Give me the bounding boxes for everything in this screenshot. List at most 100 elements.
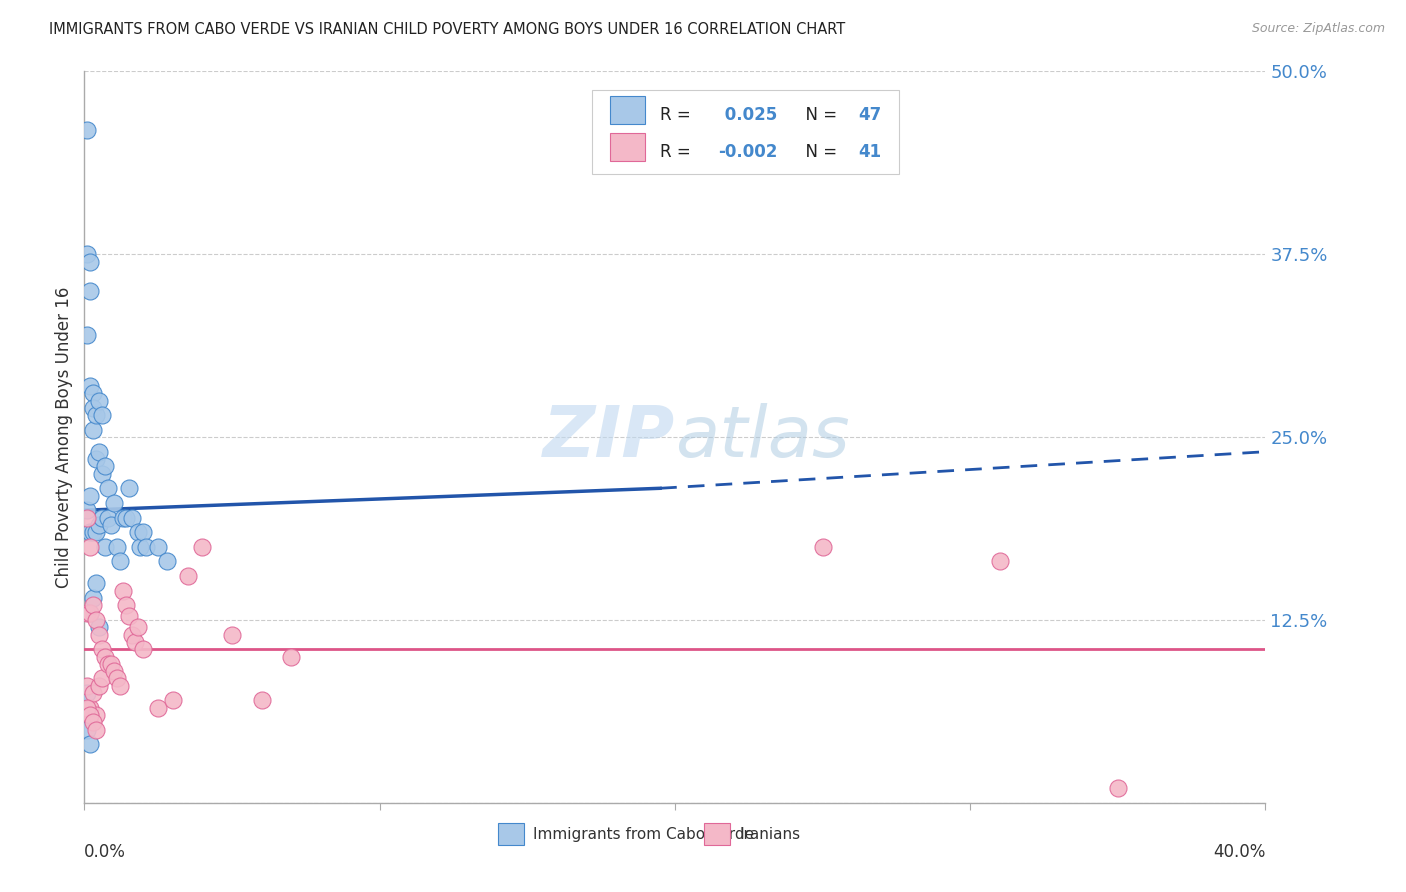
Point	[118, 608, 141, 623]
Point	[82, 386, 104, 401]
Point	[191, 540, 214, 554]
Point	[84, 723, 107, 737]
Text: N =: N =	[796, 106, 842, 124]
Point	[121, 510, 143, 524]
Point	[100, 517, 122, 532]
Point	[76, 723, 98, 737]
Point	[127, 525, 149, 540]
Point	[177, 569, 200, 583]
Point	[84, 613, 107, 627]
Point	[82, 599, 104, 613]
Point	[84, 408, 107, 422]
Point	[129, 540, 152, 554]
FancyBboxPatch shape	[610, 133, 645, 161]
Point	[121, 627, 143, 641]
Point	[91, 642, 114, 657]
Point	[103, 496, 125, 510]
Point	[76, 503, 98, 517]
Point	[87, 620, 111, 634]
Text: 47: 47	[858, 106, 882, 124]
Point	[114, 510, 136, 524]
Point	[108, 679, 131, 693]
Text: 40.0%: 40.0%	[1213, 843, 1265, 861]
Point	[118, 481, 141, 495]
Point	[76, 686, 98, 700]
Point	[87, 517, 111, 532]
Point	[79, 489, 101, 503]
Point	[87, 393, 111, 408]
Text: IMMIGRANTS FROM CABO VERDE VS IRANIAN CHILD POVERTY AMONG BOYS UNDER 16 CORRELAT: IMMIGRANTS FROM CABO VERDE VS IRANIAN CH…	[49, 22, 845, 37]
Point	[84, 525, 107, 540]
Text: ZIP: ZIP	[543, 402, 675, 472]
Point	[108, 554, 131, 568]
Point	[79, 254, 101, 268]
Point	[250, 693, 273, 707]
Point	[82, 715, 104, 730]
Point	[91, 510, 114, 524]
Point	[94, 540, 117, 554]
Point	[79, 284, 101, 298]
Point	[97, 657, 120, 671]
Point	[91, 408, 114, 422]
Point	[280, 649, 302, 664]
Point	[111, 510, 134, 524]
Point	[156, 554, 179, 568]
Point	[100, 657, 122, 671]
Point	[79, 606, 101, 620]
Point	[79, 737, 101, 751]
Point	[988, 554, 1011, 568]
Text: 41: 41	[858, 143, 882, 161]
Point	[114, 599, 136, 613]
Point	[105, 672, 128, 686]
Point	[84, 708, 107, 723]
FancyBboxPatch shape	[704, 823, 730, 846]
FancyBboxPatch shape	[610, 96, 645, 124]
Y-axis label: Child Poverty Among Boys Under 16: Child Poverty Among Boys Under 16	[55, 286, 73, 588]
Point	[76, 247, 98, 261]
Point	[87, 444, 111, 458]
Point	[221, 627, 243, 641]
Point	[132, 642, 155, 657]
Point	[162, 693, 184, 707]
Point	[127, 620, 149, 634]
Point	[76, 123, 98, 137]
Point	[87, 679, 111, 693]
Point	[79, 606, 101, 620]
Text: Source: ZipAtlas.com: Source: ZipAtlas.com	[1251, 22, 1385, 36]
Point	[82, 401, 104, 415]
Point	[76, 700, 98, 714]
Point	[87, 627, 111, 641]
Point	[82, 525, 104, 540]
Point	[84, 576, 107, 591]
Point	[97, 510, 120, 524]
Point	[124, 635, 146, 649]
Point	[76, 327, 98, 342]
Point	[82, 423, 104, 437]
Text: N =: N =	[796, 143, 842, 161]
Point	[111, 583, 134, 598]
Text: -0.002: -0.002	[718, 143, 778, 161]
Text: Immigrants from Cabo Verde: Immigrants from Cabo Verde	[533, 827, 754, 842]
Text: 0.025: 0.025	[718, 106, 778, 124]
Point	[76, 679, 98, 693]
Text: 0.0%: 0.0%	[84, 843, 127, 861]
Point	[94, 459, 117, 474]
Point	[79, 708, 101, 723]
Text: R =: R =	[659, 106, 696, 124]
Point	[76, 606, 98, 620]
Point	[148, 540, 170, 554]
Point	[103, 664, 125, 678]
Point	[135, 540, 157, 554]
Point	[94, 649, 117, 664]
Point	[79, 379, 101, 393]
Text: Iranians: Iranians	[740, 827, 801, 842]
Point	[79, 540, 101, 554]
Text: atlas: atlas	[675, 402, 849, 472]
Point	[76, 510, 98, 524]
Point	[82, 591, 104, 605]
FancyBboxPatch shape	[592, 90, 900, 174]
Point	[148, 700, 170, 714]
Point	[91, 672, 114, 686]
Point	[82, 686, 104, 700]
Point	[91, 467, 114, 481]
